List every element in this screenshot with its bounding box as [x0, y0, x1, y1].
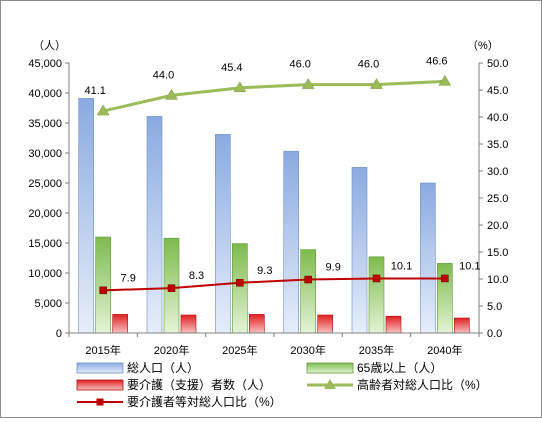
data-label: 7.9 — [121, 272, 136, 284]
right-tick-label: 45.0 — [487, 85, 508, 97]
legend-swatch — [76, 362, 124, 374]
bar-1 — [351, 167, 368, 334]
bar-marks — [78, 98, 470, 334]
bar-1 — [215, 134, 231, 334]
right-axis-ticks: 0.0 5.0 10.0 15.0 20.0 25.0 30.0 35.0 40.0 45.0 50… — [479, 58, 508, 340]
data-label: 46.0 — [358, 59, 379, 71]
left-tick-label: 35,000 — [28, 118, 62, 130]
bar-2 — [300, 249, 316, 334]
triangle-marker — [165, 88, 178, 100]
legend: 総人口（人） 65歳以上（人） 要介護（支援）者数（人） 高齢者対総人口比（%） 要介護… — [76, 361, 488, 409]
right-tick-label: 15.0 — [487, 247, 508, 259]
left-tick-label: 40,000 — [28, 88, 62, 100]
data-label: 10.1 — [391, 260, 412, 272]
bar-3 — [385, 315, 402, 334]
legend-label: 要介護者等対総人口比（%） — [127, 394, 282, 409]
x-axis-label: 2035年 — [359, 343, 394, 357]
data-label: 46.6 — [426, 55, 447, 67]
triangle-marker — [96, 104, 110, 116]
line-marks — [96, 74, 452, 295]
bar-2 — [232, 243, 248, 334]
legend-swatch — [306, 362, 354, 374]
legend-label: 高齢者対総人口比（%） — [357, 377, 488, 392]
triangle-marker — [370, 78, 383, 89]
left-tick-label: 15,000 — [28, 238, 62, 250]
legend-swatch — [76, 379, 124, 391]
bar-1 — [78, 98, 94, 334]
bar-2 — [95, 236, 111, 334]
right-tick-label: 50.0 — [487, 58, 508, 70]
square-marker — [236, 279, 244, 287]
bar-3 — [317, 314, 333, 334]
right-tick-label: 10.0 — [487, 274, 508, 286]
square-marker — [372, 274, 381, 283]
data-label: 9.3 — [257, 265, 272, 277]
square-marker — [167, 284, 176, 292]
right-tick-label: 5.0 — [487, 301, 502, 313]
bar-1 — [146, 116, 163, 334]
right-tick-label: 25.0 — [487, 193, 508, 205]
right-tick-label: 0.0 — [487, 328, 502, 340]
left-tick-label: 20,000 — [28, 208, 62, 220]
data-label: 44.0 — [153, 69, 174, 81]
bar-3 — [454, 317, 470, 334]
bar-1 — [420, 182, 436, 334]
axes — [68, 63, 480, 337]
square-marker — [441, 274, 449, 283]
triangle-marker — [438, 74, 452, 86]
triangle-marker — [301, 78, 315, 89]
data-label: 9.9 — [326, 262, 341, 274]
bar-2 — [368, 256, 385, 334]
bar-3 — [180, 314, 197, 334]
series-line-5 — [103, 277, 445, 292]
right-tick-label: 35.0 — [487, 139, 508, 151]
left-axis-unit: （人） — [33, 39, 66, 52]
x-axis-label: 2030年 — [290, 343, 325, 357]
right-axis-unit: （%） — [467, 39, 499, 52]
series-line-4 — [102, 79, 445, 113]
left-axis-ticks: 0 5,000 10,000 15,000 20,000 25,000 30,000 35,0… — [28, 58, 69, 340]
triangle-marker — [233, 81, 247, 93]
x-axis-label: 2025年 — [222, 343, 257, 357]
left-tick-label: 45,000 — [28, 58, 62, 70]
x-axis-label: 2020年 — [154, 343, 189, 357]
left-tick-label: 10,000 — [28, 268, 62, 280]
x-axis-label: 2040年 — [427, 343, 462, 357]
data-label: 10.1 — [459, 260, 480, 272]
square-marker — [304, 275, 312, 284]
x-axis-labels: 2015年 2020年 2025年 2030年 2035年 2040年 — [85, 343, 462, 357]
data-labels: 41.1 44.0 45.4 46.0 46.0 46.6 7.9 8.3 9.3 9.9 10.1… — [84, 55, 480, 284]
bar-1 — [283, 150, 299, 334]
legend-label: 総人口（人） — [127, 361, 199, 375]
bar-3 — [112, 314, 128, 334]
bar-2 — [437, 263, 453, 334]
data-label: 8.3 — [189, 270, 204, 282]
right-tick-label: 30.0 — [487, 166, 508, 178]
x-axis-label: 2015年 — [85, 343, 120, 357]
data-label: 41.1 — [84, 85, 105, 97]
data-label: 46.0 — [289, 59, 310, 71]
bar-3 — [249, 314, 265, 334]
legend-label: 要介護（支援）者数（人） — [127, 377, 271, 392]
legend-marker — [324, 379, 336, 389]
legend-label: 65歳以上（人） — [357, 361, 442, 375]
left-tick-label: 0 — [56, 328, 62, 340]
legend-marker — [96, 398, 104, 406]
square-marker — [99, 286, 107, 295]
left-tick-label: 25,000 — [28, 178, 62, 190]
right-tick-label: 20.0 — [487, 220, 508, 232]
right-tick-label: 40.0 — [487, 112, 508, 124]
left-tick-label: 5,000 — [34, 298, 62, 310]
data-label: 45.4 — [221, 62, 242, 74]
left-tick-label: 30,000 — [28, 148, 62, 160]
